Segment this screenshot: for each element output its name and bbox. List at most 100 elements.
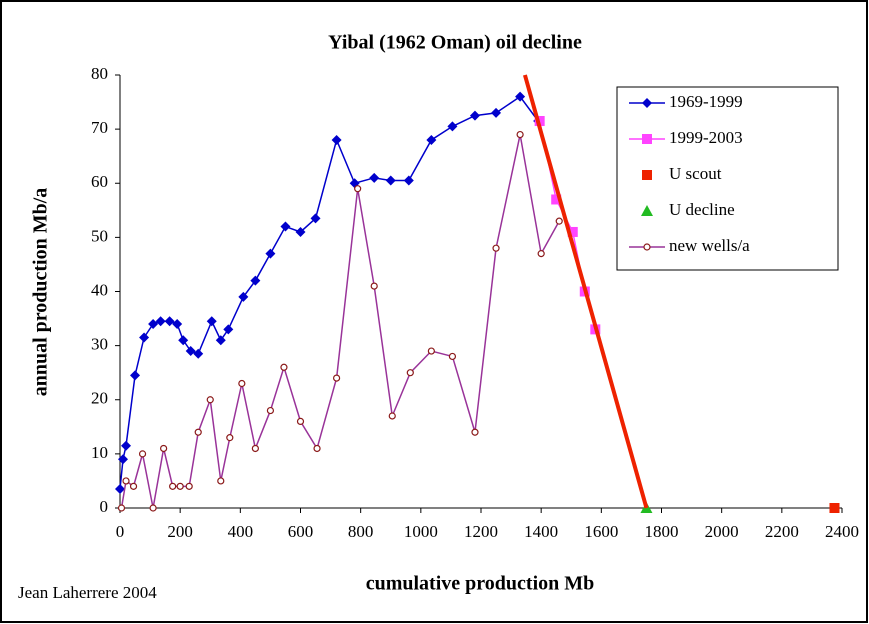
legend-label: U decline	[669, 200, 735, 219]
marker	[223, 324, 234, 335]
marker	[492, 244, 500, 252]
marker	[447, 121, 458, 132]
marker	[369, 172, 380, 183]
marker	[178, 335, 189, 346]
marker	[194, 428, 202, 436]
marker	[130, 370, 141, 381]
marker	[333, 374, 341, 382]
marker	[117, 504, 126, 512]
y-tick-label: 0	[100, 497, 109, 516]
marker	[118, 454, 129, 465]
legend-label: U scout	[669, 164, 722, 183]
marker	[555, 217, 563, 225]
marker	[172, 318, 183, 329]
x-tick-label: 1200	[464, 522, 498, 541]
marker	[215, 335, 226, 346]
marker	[226, 434, 234, 442]
y-axis-label: annual production Mb/a	[30, 188, 52, 397]
marker	[310, 213, 321, 224]
marker	[185, 346, 196, 357]
marker	[491, 107, 502, 118]
legend-label: 1969-1999	[669, 92, 743, 111]
marker	[265, 248, 276, 259]
marker	[217, 477, 225, 485]
trend-line	[522, 74, 649, 509]
marker	[280, 221, 291, 232]
marker	[238, 379, 246, 388]
x-tick-label: 800	[348, 522, 374, 541]
legend-label: 1999-2003	[669, 128, 743, 147]
marker	[427, 347, 435, 355]
legend-marker	[643, 243, 651, 251]
legend-marker	[642, 98, 652, 108]
marker	[551, 194, 562, 205]
marker	[388, 412, 396, 420]
marker	[313, 444, 321, 453]
marker	[164, 316, 175, 327]
x-tick-label: 1600	[584, 522, 618, 541]
marker	[426, 134, 437, 145]
marker	[176, 482, 184, 490]
x-tick-label: 1000	[404, 522, 438, 541]
y-tick-label: 40	[91, 280, 108, 299]
marker	[148, 318, 159, 329]
x-tick-label: 1800	[645, 522, 679, 541]
legend-marker	[641, 205, 653, 216]
marker	[354, 185, 362, 193]
marker	[266, 406, 275, 415]
marker	[296, 417, 305, 425]
marker	[295, 226, 306, 237]
x-tick-label: 1400	[524, 522, 558, 541]
marker	[206, 396, 214, 404]
marker	[250, 275, 261, 286]
marker	[238, 291, 249, 302]
x-tick-label: 400	[228, 522, 254, 541]
marker	[370, 282, 378, 290]
y-tick-label: 60	[91, 172, 108, 191]
marker	[331, 134, 342, 145]
marker	[448, 352, 457, 361]
marker	[471, 428, 479, 436]
marker	[829, 503, 840, 513]
legend-label: new wells/a	[669, 236, 750, 255]
marker	[516, 130, 524, 139]
marker	[280, 363, 288, 371]
marker	[138, 450, 147, 458]
credit: Jean Laherrere 2004	[18, 583, 157, 602]
marker	[169, 482, 177, 490]
legend-marker	[642, 134, 652, 144]
marker	[149, 504, 157, 512]
x-tick-label: 0	[116, 522, 125, 541]
marker	[567, 226, 578, 237]
legend-marker	[642, 170, 652, 180]
x-tick-label: 2400	[825, 522, 859, 541]
x-axis-label: cumulative production Mb	[366, 573, 595, 595]
marker	[122, 477, 130, 485]
marker	[469, 110, 480, 121]
legend-box	[616, 86, 839, 271]
marker	[406, 369, 414, 377]
y-tick-label: 30	[91, 335, 108, 354]
marker	[129, 482, 138, 490]
marker	[193, 348, 204, 359]
y-tick-label: 10	[91, 443, 108, 462]
x-tick-label: 200	[167, 522, 193, 541]
marker	[121, 440, 132, 451]
marker	[537, 250, 545, 258]
x-tick-label: 600	[288, 522, 314, 541]
marker	[251, 444, 259, 453]
marker	[139, 332, 150, 343]
y-tick-label: 80	[91, 64, 108, 83]
marker	[403, 175, 414, 186]
marker	[155, 316, 166, 327]
marker	[185, 482, 193, 490]
x-tick-label: 2000	[705, 522, 739, 541]
marker	[115, 484, 125, 495]
marker	[206, 316, 217, 327]
marker	[515, 91, 526, 102]
chart-title: Yibal (1962 Oman) oil decline	[328, 32, 582, 54]
marker	[160, 444, 168, 453]
y-tick-label: 20	[91, 389, 108, 408]
